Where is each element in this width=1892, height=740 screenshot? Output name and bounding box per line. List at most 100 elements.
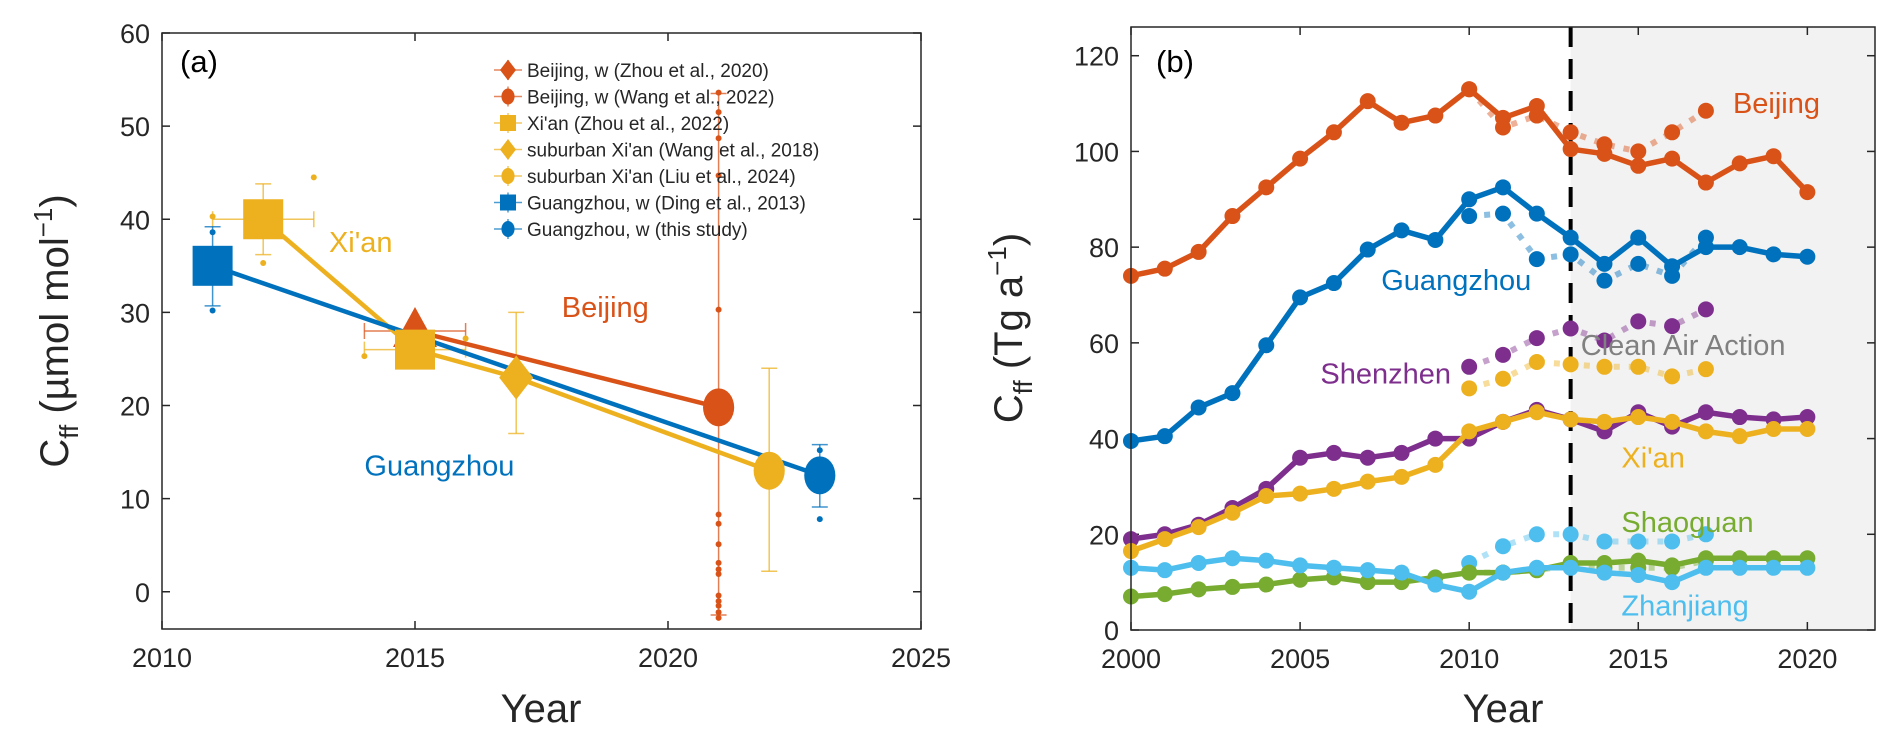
legend-label: Guangzhou, w (this study) xyxy=(527,220,748,241)
ylabel-sub: ff xyxy=(54,424,84,439)
legend-label: Guangzhou, w (Ding et al., 2013) xyxy=(527,194,806,215)
series-point xyxy=(1325,444,1342,461)
series-point xyxy=(1495,413,1511,430)
series-point xyxy=(1461,423,1478,440)
y-tick-label: 30 xyxy=(120,298,150,328)
raw-data-dot xyxy=(209,229,216,236)
panel-a: 2010 2015 2020 2025 0 10 20 30 40 50 60 (a) Beijin… xyxy=(28,19,951,731)
y-tick-label: 120 xyxy=(1074,42,1119,72)
series-point xyxy=(1292,289,1309,306)
raw-data-dot xyxy=(260,260,267,267)
ylabel-unit: (Tg a xyxy=(987,275,1031,380)
panel-b-marks xyxy=(1123,81,1816,605)
series-annotation: Xi'an xyxy=(329,227,393,259)
ylabel-sub: ff xyxy=(1008,380,1038,395)
x-tick-label: 2010 xyxy=(1439,644,1499,674)
dotted-series-point xyxy=(1495,205,1511,222)
dotted-series-point xyxy=(1528,354,1545,370)
series-point xyxy=(1359,449,1376,466)
series-point xyxy=(1697,559,1714,576)
dotted-series-point xyxy=(1495,538,1511,555)
series-point xyxy=(1528,97,1545,114)
series-point xyxy=(1731,559,1748,576)
ylabel-sup: −1 xyxy=(982,246,1012,276)
series-point xyxy=(1292,571,1309,588)
series-point xyxy=(1156,531,1173,548)
panel-b-y-axis-title: Cff (Tg a−1) xyxy=(982,233,1038,423)
panel-a-y-axis-title: Cff (µmol mol−1) xyxy=(28,194,84,467)
series-annotation: Xi'an xyxy=(1621,442,1685,474)
series-point xyxy=(1190,519,1207,536)
dotted-series-line xyxy=(1467,531,1707,566)
y-tick-label: 100 xyxy=(1074,137,1119,167)
series-point xyxy=(1562,229,1579,246)
series-point xyxy=(1630,409,1647,426)
series-point xyxy=(1190,555,1207,571)
dotted-series-point xyxy=(1461,208,1478,225)
raw-data-dot xyxy=(715,602,722,609)
series-point xyxy=(1799,184,1816,201)
series-point xyxy=(1528,205,1545,222)
series-annotation: Guangzhou xyxy=(1381,265,1531,297)
data-marker xyxy=(395,329,435,370)
y-tick-label: 20 xyxy=(1089,520,1119,550)
dotted-series-point xyxy=(1528,526,1545,543)
series-point xyxy=(1697,423,1714,440)
raw-data-dot xyxy=(816,516,823,523)
series-point xyxy=(1697,174,1714,191)
y-tick-label: 10 xyxy=(120,485,150,515)
series-annotation: Beijing xyxy=(562,292,649,324)
dotted-series-point xyxy=(1528,251,1545,268)
trend-line xyxy=(261,217,770,473)
raw-data-dot xyxy=(209,213,216,220)
series-point xyxy=(1596,145,1613,162)
y-tick-label: 40 xyxy=(1089,425,1119,455)
panel-a-ticks: 2010 2015 2020 2025 0 10 20 30 40 50 60 xyxy=(120,19,951,673)
series-point xyxy=(1359,473,1376,490)
series-point xyxy=(1258,179,1275,196)
series-point xyxy=(1427,231,1444,248)
y-tick-label: 60 xyxy=(120,19,150,49)
dotted-series-point xyxy=(1562,526,1579,543)
raw-data-dot xyxy=(715,541,722,548)
clean-air-action-shade xyxy=(1570,27,1875,630)
series-point xyxy=(1731,428,1748,445)
series-point xyxy=(1393,222,1410,239)
series-point xyxy=(1596,413,1613,430)
y-tick-label: 60 xyxy=(1089,329,1119,359)
dotted-series-point xyxy=(1664,533,1681,550)
series-point xyxy=(1427,107,1444,124)
series-point xyxy=(1461,564,1478,581)
series-point xyxy=(1664,557,1681,574)
y-tick-label: 50 xyxy=(120,112,150,142)
series-point xyxy=(1325,480,1342,497)
series-point xyxy=(1156,428,1173,445)
panel-a-annotations: Xi'an Beijing Guangzhou xyxy=(329,227,649,483)
x-tick-label: 2000 xyxy=(1101,644,1161,674)
series-point xyxy=(1156,562,1173,579)
series-point xyxy=(1393,114,1410,131)
x-tick-label: 2010 xyxy=(132,643,192,673)
dotted-series-point xyxy=(1562,124,1579,141)
series-annotation: Shaoguan xyxy=(1621,507,1753,539)
raw-data-dot xyxy=(715,559,722,566)
series-point xyxy=(1799,248,1816,265)
dotted-series-point xyxy=(1697,526,1714,543)
dotted-series-point xyxy=(1664,368,1681,385)
panel-b-label: (b) xyxy=(1156,44,1194,79)
legend-label: Xi'an (Zhou et al., 2022) xyxy=(527,114,729,135)
dotted-series-point xyxy=(1562,246,1579,263)
series-point xyxy=(1596,564,1613,581)
dotted-series-point xyxy=(1495,346,1511,363)
raw-data-dot xyxy=(361,353,368,360)
legend-marker xyxy=(500,194,516,211)
series-point xyxy=(1765,148,1782,165)
panel-b-x-axis-title: Year xyxy=(1463,687,1544,731)
series-point xyxy=(1258,552,1275,569)
dotted-series-point xyxy=(1461,380,1478,397)
raw-data-dot xyxy=(715,598,722,605)
series-point xyxy=(1224,385,1241,402)
series-point xyxy=(1359,241,1376,258)
series-point xyxy=(1765,246,1782,263)
